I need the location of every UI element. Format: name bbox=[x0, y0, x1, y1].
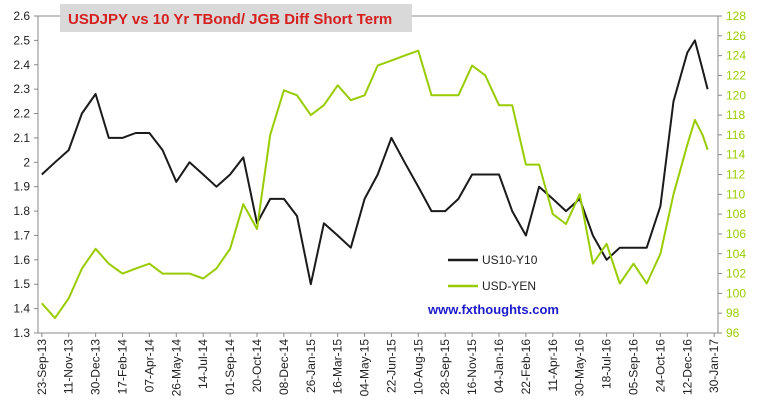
x-tick-label: 04-Jan-16 bbox=[492, 339, 506, 393]
x-tick-label: 10-Aug-15 bbox=[411, 339, 425, 395]
y2-tick-label: 110 bbox=[726, 187, 745, 201]
y2-tick-label: 96 bbox=[726, 326, 740, 340]
series-line bbox=[41, 39, 709, 286]
x-tick-label: 26-Jan-15 bbox=[304, 339, 318, 393]
x-tick-label: 16-Mar-15 bbox=[331, 339, 345, 395]
y-tick-label: 1.8 bbox=[13, 204, 30, 218]
x-tick-label: 30-Dec-13 bbox=[89, 339, 103, 395]
y-tick-label: 1.3 bbox=[13, 326, 30, 340]
y-tick-label: 2 bbox=[23, 155, 30, 169]
y2-tick-label: 120 bbox=[726, 88, 746, 102]
x-tick-label: 12-Dec-16 bbox=[680, 339, 694, 395]
legend-label: USD-YEN bbox=[482, 279, 536, 293]
title-box bbox=[60, 4, 412, 32]
y-tick-label: 1.7 bbox=[13, 228, 30, 242]
y2-tick-label: 108 bbox=[726, 207, 746, 221]
y2-tick-label: 118 bbox=[726, 108, 745, 122]
y2-tick-label: 102 bbox=[726, 267, 746, 281]
x-tick-label: 11-Nov-13 bbox=[62, 339, 76, 394]
y2-tick-label: 112 bbox=[726, 168, 745, 182]
y-tick-label: 1.5 bbox=[13, 277, 30, 291]
y-tick-label: 2.3 bbox=[13, 82, 30, 96]
x-tick-label: 23-Sep-13 bbox=[35, 339, 49, 395]
y2-tick-label: 104 bbox=[726, 247, 746, 261]
y2-tick-label: 100 bbox=[726, 286, 746, 300]
y2-tick-label: 122 bbox=[726, 68, 746, 82]
y-tick-label: 2.6 bbox=[13, 9, 30, 23]
series-line bbox=[41, 49, 709, 320]
y-tick-label: 1.9 bbox=[13, 180, 30, 194]
y2-tick-label: 106 bbox=[726, 227, 746, 241]
x-tick-label: 18-Jul-16 bbox=[600, 339, 614, 389]
x-tick-label: 08-Dec-14 bbox=[277, 339, 291, 395]
x-tick-label: 30-May-16 bbox=[573, 339, 587, 397]
y-tick-label: 1.6 bbox=[13, 253, 30, 267]
y2-tick-label: 124 bbox=[726, 49, 746, 63]
y-tick-label: 2.5 bbox=[13, 33, 30, 47]
x-tick-label: 28-Sep-15 bbox=[438, 339, 452, 395]
x-tick-label: 05-Sep-16 bbox=[626, 339, 640, 395]
y2-tick-label: 116 bbox=[726, 128, 745, 142]
x-tick-label: 26-May-14 bbox=[169, 339, 183, 397]
legend-label: US10-Y10 bbox=[482, 253, 538, 267]
annotation: www.fxthoughts.com bbox=[427, 302, 559, 317]
x-tick-label: 20-Oct-14 bbox=[250, 339, 264, 393]
x-tick-label: 04-May-15 bbox=[358, 339, 372, 397]
x-tick-label: 17-Feb-14 bbox=[116, 339, 130, 395]
y-tick-label: 2.4 bbox=[13, 58, 30, 72]
x-tick-label: 11-Apr-16 bbox=[546, 339, 560, 392]
y-tick-label: 1.4 bbox=[13, 302, 30, 316]
x-tick-label: 01-Sep-14 bbox=[223, 339, 237, 395]
y2-tick-label: 114 bbox=[726, 148, 745, 162]
x-tick-label: 22-Jun-15 bbox=[384, 339, 398, 393]
x-tick-label: 07-Apr-14 bbox=[142, 339, 156, 393]
x-tick-label: 14-Jul-14 bbox=[196, 339, 210, 389]
x-tick-label: 24-Oct-16 bbox=[653, 339, 667, 393]
x-tick-label: 16-Nov-15 bbox=[465, 339, 479, 395]
y2-tick-label: 128 bbox=[726, 9, 746, 23]
x-tick-label: 30-Jan-17 bbox=[707, 339, 721, 393]
x-tick-label: 22-Feb-16 bbox=[519, 339, 533, 395]
y2-tick-label: 98 bbox=[726, 306, 740, 320]
chart-title: USDJPY vs 10 Yr TBond/ JGB Diff Short Te… bbox=[68, 11, 392, 28]
y-tick-label: 2.2 bbox=[13, 107, 30, 121]
y-tick-label: 2.1 bbox=[13, 131, 30, 145]
y2-tick-label: 126 bbox=[726, 29, 746, 43]
